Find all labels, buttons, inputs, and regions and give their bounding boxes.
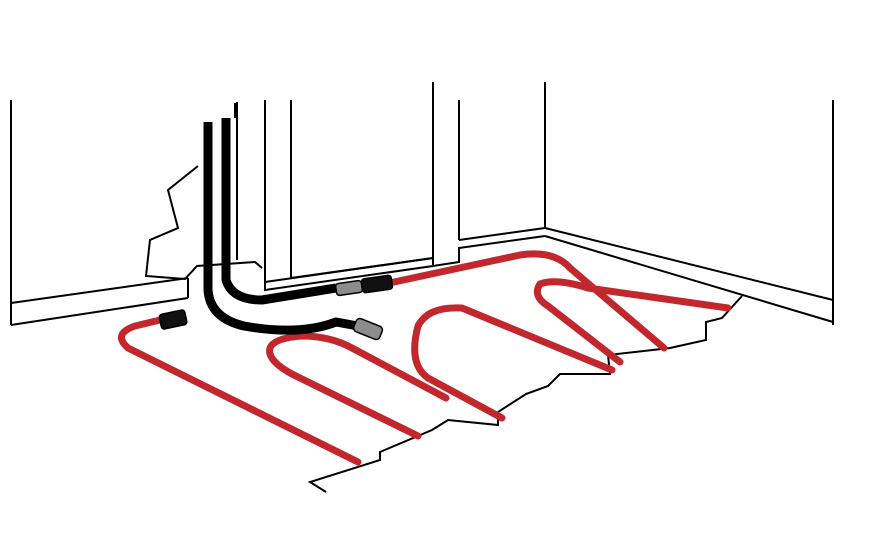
- cable-connector-icon: [334, 274, 394, 297]
- heating-cable-loop-2: [411, 304, 616, 422]
- cable-connector-icon: [158, 309, 188, 330]
- heating-cable-top-run: [390, 250, 668, 352]
- heating-cable-loop-1: [266, 332, 450, 440]
- heating-cable-loop-3: [533, 278, 732, 366]
- back-baseboard-lower-left: [264, 265, 434, 292]
- wall-chase-opening: [144, 165, 263, 281]
- back-baseboard-top-2: [290, 257, 434, 279]
- right-baseboard: [544, 227, 834, 323]
- heating-cable-icon: [117, 250, 732, 466]
- connectors: [158, 274, 394, 341]
- left-baseboard: [10, 277, 189, 326]
- back-baseboard-top-3: [458, 227, 546, 241]
- heating-cable-left-run: [117, 316, 362, 466]
- room-structure: [10, 82, 834, 493]
- cold-lead-inner: [221, 118, 337, 305]
- cold-lead-outer: [203, 122, 359, 335]
- back-baseboard-lower-right: [432, 235, 546, 268]
- cold-lead-icon: [203, 118, 359, 335]
- floor-cutout-edge: [307, 295, 743, 493]
- cable-connector-icon: [352, 317, 384, 341]
